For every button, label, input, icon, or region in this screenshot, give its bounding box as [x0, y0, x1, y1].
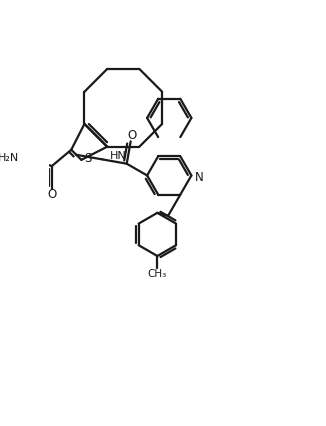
- Text: N: N: [195, 171, 203, 184]
- Text: O: O: [127, 129, 137, 142]
- Text: O: O: [47, 188, 56, 201]
- Text: H₂N: H₂N: [0, 153, 19, 163]
- Text: HN: HN: [110, 151, 127, 161]
- Text: S: S: [85, 152, 92, 165]
- Text: CH₃: CH₃: [148, 269, 167, 279]
